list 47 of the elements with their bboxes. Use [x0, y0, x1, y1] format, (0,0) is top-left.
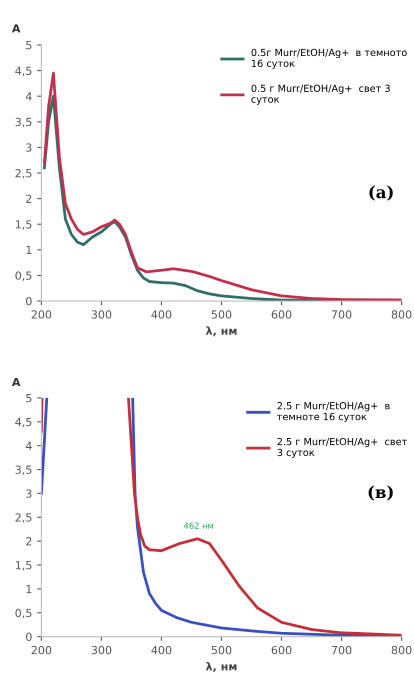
- annotation: (a): [369, 185, 393, 201]
- annotation: 462 нм: [184, 522, 214, 529]
- legend-label: 2.5 г Murr/EtOH/Ag+ свет 3 суток: [277, 438, 407, 458]
- x-tick-label: 500: [212, 646, 232, 654]
- y-tick-label: 1: [26, 585, 32, 594]
- legend-label: 2.5 г Murr/EtOH/Ag+ в темноте 16 суток: [277, 402, 390, 422]
- x-axis-title: λ, нм: [206, 326, 236, 336]
- y-tick-label: 4: [26, 92, 32, 100]
- y-tick-label: 3,5: [16, 465, 32, 476]
- y-tick-label: 0,5: [15, 271, 32, 281]
- y-tick-label: 3: [26, 489, 32, 498]
- x-tick-label: 400: [151, 310, 172, 319]
- x-tick-label: 600: [272, 310, 292, 319]
- y-tick-label: 4,5: [15, 66, 32, 76]
- y-tick-label: 2,5: [16, 168, 32, 179]
- y-tick-label: 3: [26, 143, 32, 152]
- y-tick-label: 0,5: [15, 608, 32, 618]
- y-tick-label: 1: [26, 246, 32, 254]
- x-tick-label: 700: [332, 646, 352, 654]
- x-tick-label: 600: [272, 646, 292, 654]
- x-tick-label: 200: [32, 310, 52, 319]
- y-tick-label: 5: [26, 41, 32, 50]
- x-tick-label: 400: [151, 646, 172, 654]
- y-tick-label: 2: [26, 194, 32, 203]
- legend-label: 0.5 г Murr/EtOH/Ag+ свет 3 суток: [251, 84, 390, 105]
- y-tick-label: 4,5: [15, 418, 32, 428]
- y-axis-title: A: [12, 378, 20, 386]
- y-axis-title: A: [12, 24, 20, 32]
- y-tick-label: 0: [26, 632, 32, 642]
- x-tick-label: 500: [212, 310, 232, 319]
- x-tick-label: 800: [392, 310, 412, 319]
- y-tick-label: 1,5: [16, 220, 32, 230]
- y-tick-label: 2: [26, 537, 32, 546]
- x-tick-label: 300: [92, 310, 112, 319]
- y-tick-label: 2,5: [16, 513, 32, 523]
- x-tick-label: 200: [32, 646, 52, 654]
- x-axis-title: λ, нм: [206, 662, 236, 672]
- x-tick-label: 300: [92, 646, 112, 654]
- y-tick-label: 5: [26, 394, 32, 402]
- y-tick-label: 4: [26, 442, 32, 450]
- y-tick-label: 3,5: [16, 118, 32, 128]
- x-tick-label: 700: [332, 310, 352, 319]
- x-tick-label: 800: [392, 646, 412, 654]
- y-tick-label: 1,5: [16, 561, 32, 571]
- annotation: (в): [368, 485, 393, 501]
- legend-label: 0.5г Murr/EtOH/Ag+ в темното 16 суток: [252, 48, 407, 69]
- y-tick-label: 0: [26, 296, 32, 306]
